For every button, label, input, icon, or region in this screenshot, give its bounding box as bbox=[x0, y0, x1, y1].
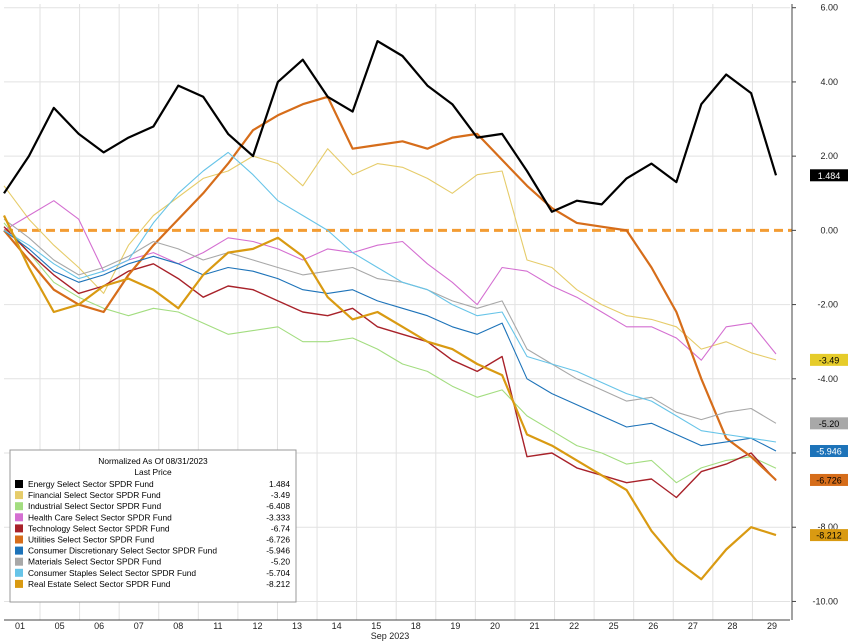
x-tick-label: 27 bbox=[688, 621, 698, 631]
legend-series-name: Consumer Staples Select Sector SPDR Fund bbox=[28, 568, 196, 578]
x-tick-label: 25 bbox=[609, 621, 619, 631]
legend-swatch bbox=[15, 480, 23, 488]
last-value-label: -5.20 bbox=[819, 419, 840, 429]
y-tick-label: -10.00 bbox=[812, 596, 838, 606]
legend-series-name: Health Care Select Sector SPDR Fund bbox=[28, 512, 172, 522]
x-tick-label: 12 bbox=[252, 621, 262, 631]
y-tick-label: 0.00 bbox=[820, 225, 838, 235]
legend-last-value: 1.484 bbox=[269, 479, 290, 489]
legend-last-value: -8.212 bbox=[266, 579, 290, 589]
legend-last-value: -5.20 bbox=[271, 557, 290, 567]
last-value-label: -6.726 bbox=[816, 475, 842, 485]
legend-subtitle: Last Price bbox=[134, 467, 172, 477]
last-value-badge bbox=[810, 473, 848, 486]
legend-swatch bbox=[15, 502, 23, 511]
y-tick-label: -4.00 bbox=[817, 374, 838, 384]
x-tick-label: 15 bbox=[371, 621, 381, 631]
legend-swatch bbox=[15, 524, 23, 533]
last-value-label: -3.49 bbox=[819, 355, 840, 365]
legend-last-value: -3.49 bbox=[271, 490, 290, 500]
x-tick-label: 06 bbox=[94, 621, 104, 631]
chart-legend: Normalized As Of 08/31/2023 Last Price E… bbox=[9, 449, 297, 603]
last-value-label: -5.946 bbox=[816, 447, 842, 457]
x-tick-label: 22 bbox=[569, 621, 579, 631]
series-line bbox=[3, 215, 777, 581]
y-tick-label: -8.00 bbox=[817, 522, 838, 532]
legend-last-value: -5.946 bbox=[266, 546, 290, 556]
x-axis-period-label: Sep 2023 bbox=[371, 631, 410, 641]
last-value-badge bbox=[810, 417, 848, 430]
legend-box bbox=[9, 449, 297, 603]
series-line bbox=[3, 200, 777, 361]
y-tick-label: -2.00 bbox=[817, 300, 838, 310]
x-tick-label: 21 bbox=[530, 621, 540, 631]
legend-series-name: Technology Select Sector SPDR Fund bbox=[28, 523, 170, 533]
legend-swatch bbox=[15, 568, 23, 577]
x-tick-label: 26 bbox=[648, 621, 658, 631]
y-axis: 6.004.002.000.00-2.00-4.00-6.00-8.00-10.… bbox=[791, 3, 838, 620]
series-layer bbox=[3, 40, 778, 581]
x-tick-label: 28 bbox=[727, 621, 737, 631]
x-tick-label: 19 bbox=[450, 621, 460, 631]
x-tick-label: 05 bbox=[55, 621, 65, 631]
y-tick-label: 4.00 bbox=[820, 77, 838, 87]
legend-last-value: -5.704 bbox=[266, 568, 290, 578]
last-value-badge bbox=[810, 445, 848, 458]
legend-swatch bbox=[15, 546, 23, 555]
legend-swatch bbox=[15, 579, 23, 588]
series-line bbox=[3, 148, 777, 361]
series-line bbox=[3, 151, 777, 443]
x-tick-label: 13 bbox=[292, 621, 302, 631]
legend-series-name: Financial Select Sector SPDR Fund bbox=[28, 490, 161, 500]
last-value-label: 1.484 bbox=[818, 171, 841, 181]
series-line bbox=[3, 95, 777, 481]
last-value-badge bbox=[810, 353, 848, 366]
last-value-labels: 1.484 -3.49 -5.20 -5.946 -6.726 -8.212 bbox=[810, 169, 848, 542]
series-line bbox=[3, 229, 777, 452]
x-tick-label: 20 bbox=[490, 621, 500, 631]
legend-swatch bbox=[15, 513, 23, 522]
legend-swatch bbox=[15, 491, 23, 500]
legend-last-value: -6.74 bbox=[271, 523, 290, 533]
last-value-label: -8.212 bbox=[816, 531, 842, 541]
legend-last-value: -6.408 bbox=[266, 501, 290, 511]
series-line bbox=[3, 218, 777, 424]
legend-items: Energy Select Sector SPDR Fund 1.484 Finan… bbox=[15, 479, 290, 589]
legend-series-name: Real Estate Select Sector SPDR Fund bbox=[28, 579, 171, 589]
x-tick-label: 29 bbox=[767, 621, 777, 631]
x-tick-label: 11 bbox=[213, 621, 222, 631]
legend-swatch bbox=[15, 535, 23, 544]
legend-last-value: -6.726 bbox=[266, 535, 290, 545]
series-line bbox=[3, 40, 778, 213]
x-tick-label: 14 bbox=[332, 621, 342, 631]
series-line bbox=[3, 222, 777, 484]
x-tick-label: 18 bbox=[411, 621, 421, 631]
x-tick-label: 08 bbox=[173, 621, 183, 631]
y-tick-label: 6.00 bbox=[820, 3, 838, 13]
legend-last-value: -3.333 bbox=[266, 512, 290, 522]
y-tick-label: 2.00 bbox=[820, 151, 838, 161]
legend-series-name: Industrial Select Sector SPDR Fund bbox=[28, 501, 161, 511]
legend-swatch bbox=[15, 557, 23, 566]
x-tick-label: 01 bbox=[15, 621, 25, 631]
legend-series-name: Utilities Select Sector SPDR Fund bbox=[28, 535, 154, 545]
last-value-badge bbox=[810, 169, 848, 182]
legend-title: Normalized As Of 08/31/2023 bbox=[98, 456, 208, 466]
legend-series-name: Energy Select Sector SPDR Fund bbox=[28, 479, 154, 489]
x-tick-label: 07 bbox=[134, 621, 144, 631]
legend-series-name: Consumer Discretionary Select Sector SPD… bbox=[28, 546, 217, 556]
legend-series-name: Materials Select Sector SPDR Fund bbox=[28, 557, 161, 567]
last-value-badge bbox=[810, 529, 848, 542]
x-axis: 01 05 06 07 08 11 12 13 14 15 18 19 20 21 22 25 26 27 28 29 bbox=[4, 619, 790, 631]
